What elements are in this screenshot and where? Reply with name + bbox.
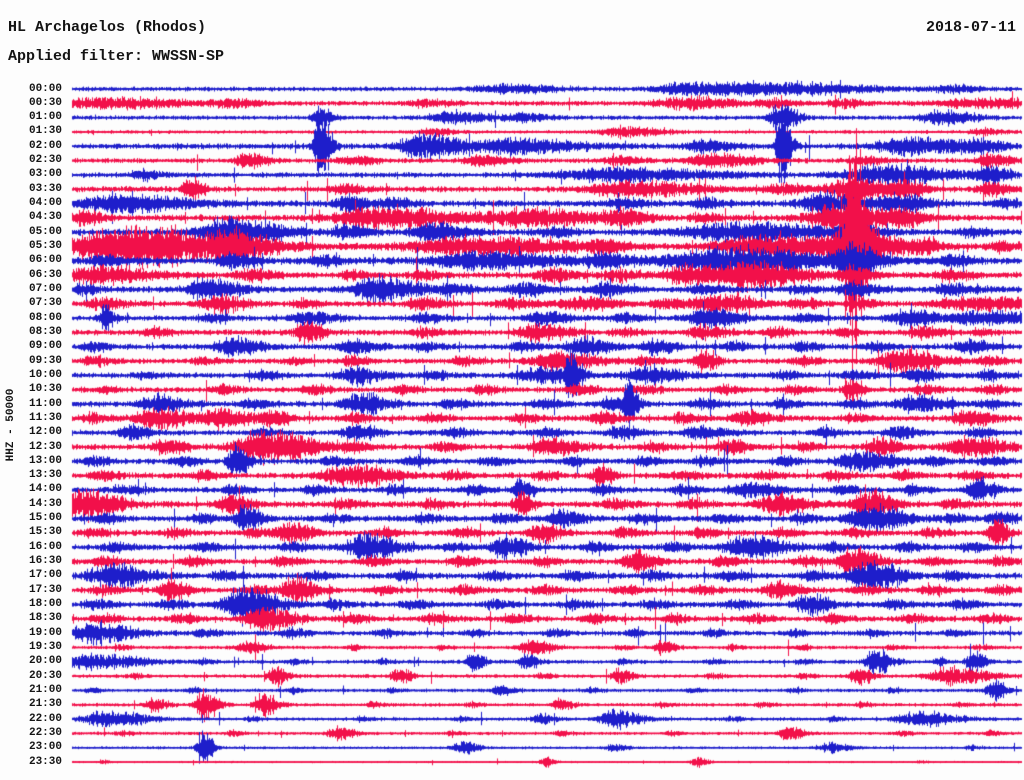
time-label: 10:00 xyxy=(28,368,62,381)
time-label: 01:30 xyxy=(28,125,62,138)
time-label: 06:00 xyxy=(28,254,62,267)
time-label: 02:00 xyxy=(28,139,62,152)
time-label: 05:00 xyxy=(28,225,62,238)
time-label: 10:30 xyxy=(28,383,62,396)
applied-filter-label: Applied filter: WWSSN-SP xyxy=(8,48,225,65)
time-label: 06:30 xyxy=(28,268,62,281)
time-label: 13:30 xyxy=(28,469,62,482)
time-label: 16:30 xyxy=(28,555,62,568)
time-label: 22:30 xyxy=(28,726,62,739)
time-label: 00:30 xyxy=(28,96,62,109)
time-label: 21:30 xyxy=(28,698,62,711)
time-label: 12:00 xyxy=(28,426,62,439)
time-label: 23:00 xyxy=(28,741,62,754)
time-label: 08:30 xyxy=(28,325,62,338)
time-label: 18:30 xyxy=(28,612,62,625)
time-label: 14:00 xyxy=(28,483,62,496)
time-label: 03:00 xyxy=(28,168,62,181)
time-label: 20:30 xyxy=(28,669,62,682)
time-label: 14:30 xyxy=(28,497,62,510)
time-label: 11:00 xyxy=(28,397,62,410)
station-title: HL Archagelos (Rhodos) xyxy=(8,19,207,36)
time-label: 19:00 xyxy=(28,626,62,639)
time-label: 21:00 xyxy=(28,683,62,696)
time-label: 02:30 xyxy=(28,154,62,167)
time-label: 11:30 xyxy=(28,411,62,424)
time-label: 16:00 xyxy=(28,540,62,553)
time-label: 17:00 xyxy=(28,569,62,582)
time-label: 08:00 xyxy=(28,311,62,324)
time-label: 17:30 xyxy=(28,583,62,596)
time-label: 15:30 xyxy=(28,526,62,539)
time-label: 07:30 xyxy=(28,297,62,310)
time-label: 01:00 xyxy=(28,111,62,124)
time-label: 07:00 xyxy=(28,282,62,295)
time-label: 09:00 xyxy=(28,340,62,353)
time-label: 09:30 xyxy=(28,354,62,367)
time-label: 05:30 xyxy=(28,240,62,253)
time-label: 19:30 xyxy=(28,640,62,653)
time-label: 18:00 xyxy=(28,598,62,611)
time-label: 15:00 xyxy=(28,512,62,525)
time-label: 00:00 xyxy=(28,82,62,95)
date-label: 2018-07-11 xyxy=(925,19,1016,36)
time-label: 13:00 xyxy=(28,454,62,467)
time-label: 04:30 xyxy=(28,211,62,224)
time-label: 12:30 xyxy=(28,440,62,453)
time-label: 03:30 xyxy=(28,182,62,195)
time-label: 20:00 xyxy=(28,655,62,668)
time-label: 04:00 xyxy=(28,197,62,210)
time-label: 22:00 xyxy=(28,712,62,725)
time-label: 23:30 xyxy=(28,755,62,768)
